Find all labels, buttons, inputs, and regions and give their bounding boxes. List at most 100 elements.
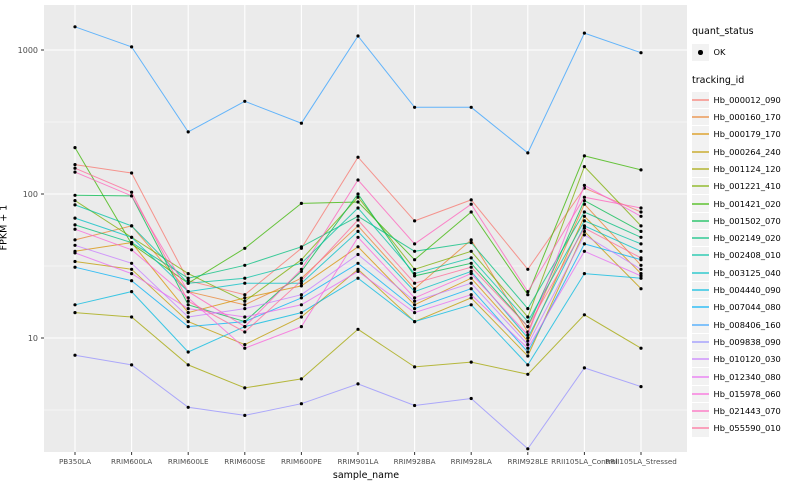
legend-entry: Hb_002149_020	[692, 229, 799, 247]
data-point	[413, 299, 417, 303]
data-point	[639, 224, 643, 228]
data-point	[526, 151, 530, 155]
data-point	[582, 214, 587, 218]
data-point	[356, 218, 360, 222]
data-point	[413, 281, 417, 285]
data-point	[73, 353, 77, 357]
data-point	[299, 121, 303, 125]
data-point	[186, 303, 190, 307]
data-point	[639, 242, 643, 246]
data-point	[243, 343, 247, 347]
legend-entry: Hb_002408_010	[692, 247, 799, 264]
legend-entry: Hb_008406_160	[692, 316, 799, 333]
data-point	[130, 248, 134, 252]
legend-entry-label: Hb_007044_080	[713, 302, 781, 313]
legend-key	[692, 264, 709, 281]
legend-entry: Hb_000012_090	[692, 91, 799, 108]
data-point	[243, 307, 247, 311]
quant-status-legend: quant_status OK	[692, 26, 799, 61]
data-point	[469, 105, 473, 109]
data-point	[356, 229, 360, 233]
legend-entry-label: Hb_001124_120	[713, 163, 781, 174]
data-point	[243, 346, 247, 350]
series-Hb_021443_070	[73, 170, 643, 329]
data-point	[413, 267, 417, 271]
legend-key-line	[692, 358, 709, 361]
data-point	[130, 241, 134, 245]
series-Hb_001221_410	[73, 165, 643, 319]
data-point	[299, 293, 303, 297]
data-point	[73, 223, 77, 227]
legend-key-line	[692, 98, 709, 101]
data-point	[582, 199, 587, 203]
data-point	[469, 249, 473, 253]
legend-entry: Hb_001421_020	[692, 195, 799, 212]
data-point	[356, 252, 360, 257]
data-point	[582, 313, 587, 317]
data-point	[639, 256, 643, 260]
legend-key-line	[692, 116, 709, 119]
legend-key-line	[692, 375, 709, 378]
data-point	[469, 198, 473, 202]
tracking-id-legend: tracking_id Hb_000012_090 Hb_000160_170 Hb…	[692, 75, 799, 437]
data-point	[73, 303, 77, 307]
legend-entry: Hb_012340_080	[692, 368, 799, 385]
x-tick-label: PB350LA	[59, 457, 91, 466]
data-point	[356, 195, 360, 199]
data-point	[413, 258, 417, 262]
data-point	[130, 235, 134, 239]
legend-entry: Hb_010120_030	[692, 350, 799, 368]
legend-key-line	[692, 427, 709, 430]
data-point	[299, 245, 303, 249]
legend-key-line	[692, 150, 709, 153]
data-point	[413, 105, 417, 109]
legend-entry: Hb_009838_090	[692, 333, 799, 351]
data-point	[299, 201, 303, 205]
data-point	[243, 299, 247, 303]
legend-key	[692, 299, 709, 316]
data-point	[582, 154, 587, 158]
data-point	[299, 402, 303, 406]
data-point	[639, 272, 643, 276]
data-point	[356, 235, 360, 239]
data-point	[130, 363, 134, 367]
data-point	[356, 382, 360, 386]
data-point	[73, 146, 77, 150]
series-Hb_008406_160	[73, 25, 643, 155]
data-point	[526, 315, 530, 319]
data-point	[469, 287, 473, 291]
data-point	[356, 276, 360, 280]
data-point	[413, 272, 417, 276]
series-Hb_000012_090	[73, 155, 643, 297]
data-point	[526, 372, 530, 376]
data-point	[356, 178, 360, 182]
data-point	[413, 365, 417, 369]
legend-key	[692, 126, 709, 143]
data-point	[469, 272, 473, 276]
legend-key	[692, 195, 709, 212]
legend-entry-label: Hb_000012_090	[713, 94, 781, 105]
data-point	[356, 155, 360, 159]
data-point	[526, 350, 530, 354]
data-point	[639, 229, 643, 233]
data-point	[469, 256, 473, 260]
legend-entry-label: Hb_002408_010	[713, 250, 781, 261]
data-point	[639, 287, 643, 291]
data-point	[639, 346, 643, 350]
x-tick-label: RRIM600LA	[111, 457, 152, 466]
data-point	[469, 241, 473, 245]
legend-key	[692, 316, 709, 333]
data-point	[299, 311, 303, 315]
legend-entry: Hb_001221_410	[692, 177, 799, 195]
data-point	[243, 276, 247, 280]
data-point	[413, 403, 417, 408]
data-point	[582, 224, 587, 228]
data-point	[130, 315, 134, 319]
data-point	[243, 386, 247, 390]
data-point	[299, 276, 303, 280]
data-point	[526, 346, 530, 350]
legend-key-line	[692, 306, 709, 309]
data-point	[639, 51, 643, 55]
data-point	[299, 284, 303, 288]
